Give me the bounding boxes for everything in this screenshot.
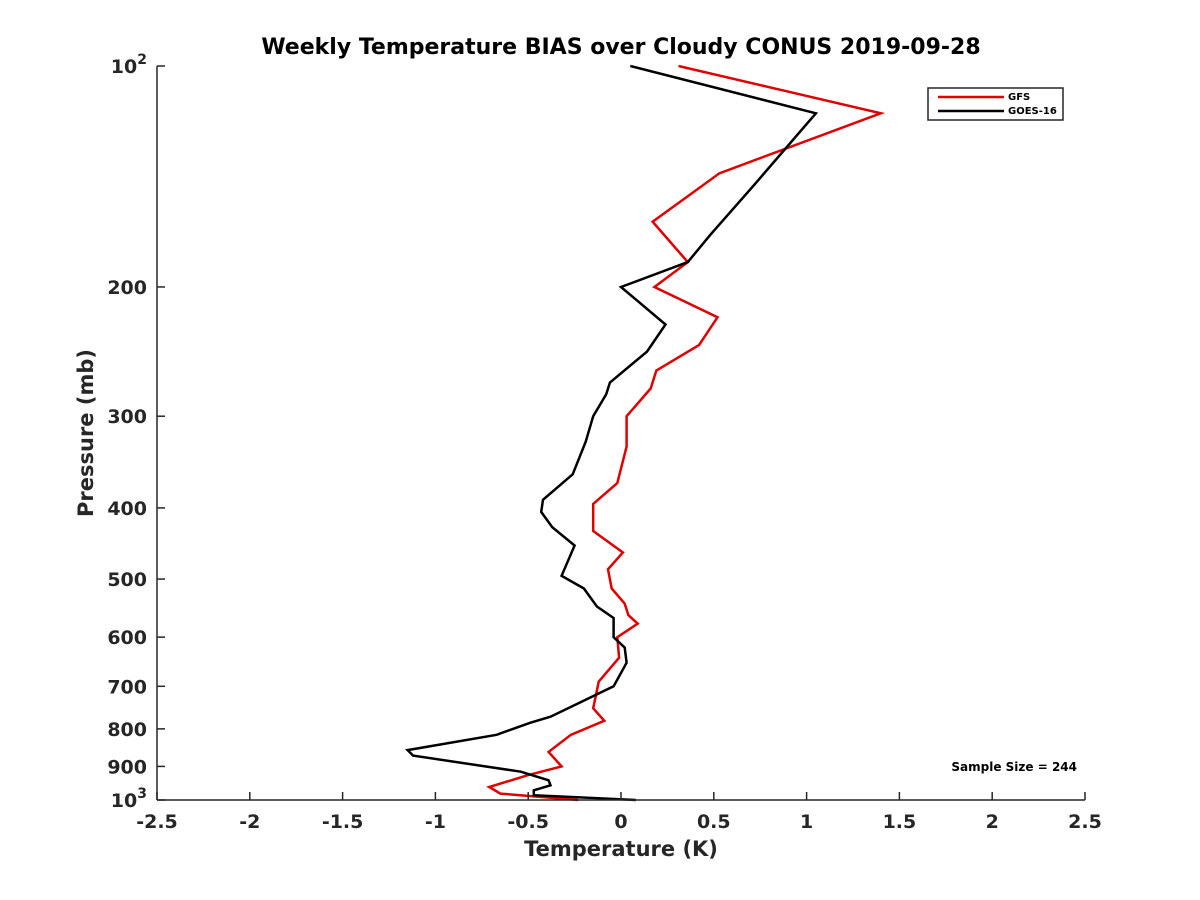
y-tick-label: 102 xyxy=(111,52,147,78)
y-axis-label: Pressure (mb) xyxy=(74,349,98,517)
x-tick-label: 1 xyxy=(800,811,813,833)
x-tick-label: 0.5 xyxy=(697,811,731,833)
x-tick-label: -2.5 xyxy=(136,811,178,833)
x-tick-label: 0 xyxy=(614,811,627,833)
x-axis-label: Temperature (K) xyxy=(524,837,718,861)
x-tick-label: -0.5 xyxy=(507,811,549,833)
legend-label-goes16: GOES-16 xyxy=(1008,106,1057,117)
y-tick-label: 900 xyxy=(107,756,147,778)
y-ticks: 102 200 300 400 500 600 700 800 900 103 xyxy=(107,52,165,812)
y-tick-label: 500 xyxy=(107,569,147,591)
y-tick-label: 400 xyxy=(107,498,147,520)
y-tick-label: 600 xyxy=(107,627,147,649)
x-tick-label: -1.5 xyxy=(322,811,364,833)
legend-label-gfs: GFS xyxy=(1008,92,1030,103)
x-tick-label: -2 xyxy=(239,811,260,833)
y-tick-label: 700 xyxy=(107,676,147,698)
x-tick-label: -1 xyxy=(425,811,446,833)
y-tick-label: 800 xyxy=(107,719,147,741)
x-ticks: -2.5 -2 -1.5 -1 -0.5 0 0.5 1 1.5 2 2.5 xyxy=(136,792,1102,833)
series-line-gfs xyxy=(486,64,886,802)
x-tick-label: 2.5 xyxy=(1068,811,1102,833)
x-tick-label: 2 xyxy=(986,811,999,833)
series-layer xyxy=(405,64,886,802)
y-tick-label: 103 xyxy=(111,786,147,812)
legend-box xyxy=(927,87,1064,121)
y-tick-label: 300 xyxy=(107,406,147,428)
sample-size-annotation: Sample Size = 244 xyxy=(951,760,1077,774)
legend: GFS GOES-16 xyxy=(927,87,1064,121)
chart-title: Weekly Temperature BIAS over Cloudy CONU… xyxy=(261,35,980,60)
series-line-goes-16 xyxy=(405,64,819,802)
x-tick-label: 1.5 xyxy=(883,811,917,833)
y-tick-label: 200 xyxy=(107,277,147,299)
